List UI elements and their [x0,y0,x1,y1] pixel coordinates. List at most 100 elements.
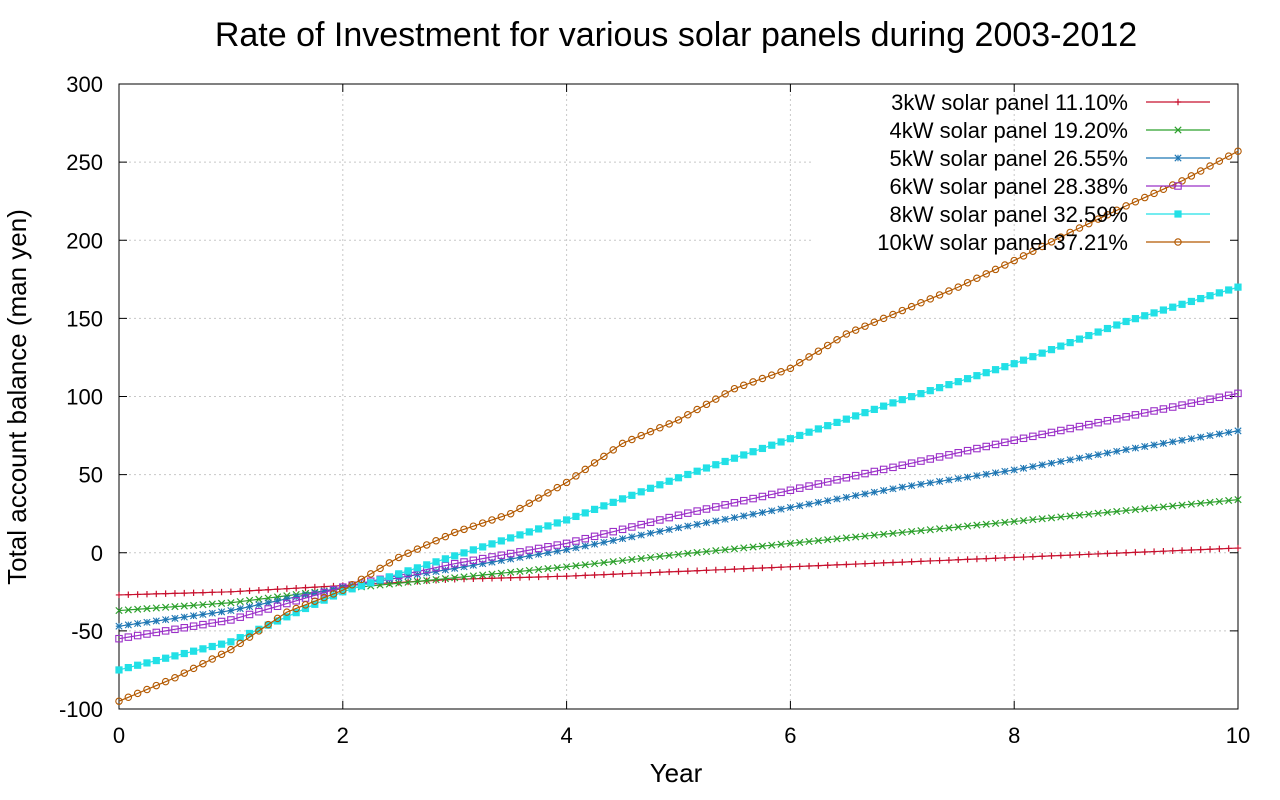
data-point [926,387,934,395]
x-tick-label: 10 [1226,723,1250,748]
data-point [199,601,207,609]
data-point [264,599,272,607]
data-point [1225,496,1233,505]
data-point [600,571,608,578]
data-point [991,366,1000,374]
data-point [1057,233,1065,241]
data-point [255,601,263,609]
data-point [1197,294,1205,303]
data-point [1131,315,1140,323]
data-point [1103,324,1112,333]
data-point [292,584,300,592]
data-point [1178,501,1186,509]
data-point [1075,422,1084,431]
data-point [236,605,244,613]
chart-title: Rate of Investment for various solar pan… [215,16,1137,54]
data-point [124,693,133,702]
data-point [265,586,272,593]
series-line [118,392,1239,640]
data-point [917,298,925,307]
data-point [1225,428,1233,437]
series-line [118,150,1239,702]
data-point [898,461,907,469]
data-point [1113,321,1121,329]
data-point [1038,242,1046,251]
data-point [469,561,477,569]
data-point [152,656,160,665]
data-point [936,477,944,485]
data-point [991,265,1000,274]
data-point [516,548,524,556]
data-point [1216,545,1223,553]
x-tick-label: 4 [560,723,572,748]
data-point [413,577,422,586]
data-point [749,448,757,456]
data-point [637,554,645,563]
data-point [1047,428,1056,437]
data-point [339,588,347,596]
data-point [432,537,440,545]
data-point [171,673,179,682]
data-point [245,603,254,611]
data-point [1010,360,1018,368]
data-point [1150,309,1158,317]
data-point [796,538,804,547]
data-point [982,520,990,528]
data-point [329,590,338,598]
data-point [684,522,692,530]
data-point [488,516,496,524]
data-point [273,614,282,623]
data-point [889,463,897,472]
data-point [450,559,459,568]
data-point [730,384,739,393]
data-point [292,609,300,617]
data-point [665,525,673,534]
legend-marker [1174,98,1182,106]
data-point [460,549,468,557]
data-point [674,416,683,424]
data-point [227,645,235,654]
data-point [954,448,962,457]
data-point [181,589,188,597]
data-point [488,558,496,566]
data-point [665,420,673,428]
data-point [1197,546,1204,553]
data-point [926,295,935,303]
data-point [991,469,1000,477]
data-point [441,555,449,563]
data-point [618,525,627,534]
data-point [506,509,515,518]
data-point [124,633,133,641]
x-tick-label: 2 [337,723,349,748]
y-axis-label: Total account balance (man yen) [2,209,32,585]
data-point [842,493,850,501]
data-point [488,553,496,561]
data-point [218,588,225,596]
data-point [955,556,962,563]
data-point [945,556,953,564]
data-point [283,595,291,603]
data-point [674,511,683,519]
data-point [479,543,487,551]
data-point [777,540,785,548]
data-point [982,470,990,478]
data-point [767,490,776,499]
data-point [600,452,608,461]
data-point [376,576,384,584]
data-point [1019,516,1028,525]
data-point [320,587,328,595]
data-point [572,537,580,545]
data-point [721,457,729,466]
legend-label: 10kW solar panel 37.21% [877,230,1128,255]
data-point [740,512,748,520]
data-point [311,589,319,597]
data-point [115,634,123,643]
data-point [209,589,216,596]
data-point [1206,431,1214,440]
data-point [712,547,720,555]
data-point [907,302,916,311]
data-point [1197,499,1205,507]
data-point [1085,331,1093,340]
data-point [982,442,990,451]
data-point [1066,424,1074,433]
